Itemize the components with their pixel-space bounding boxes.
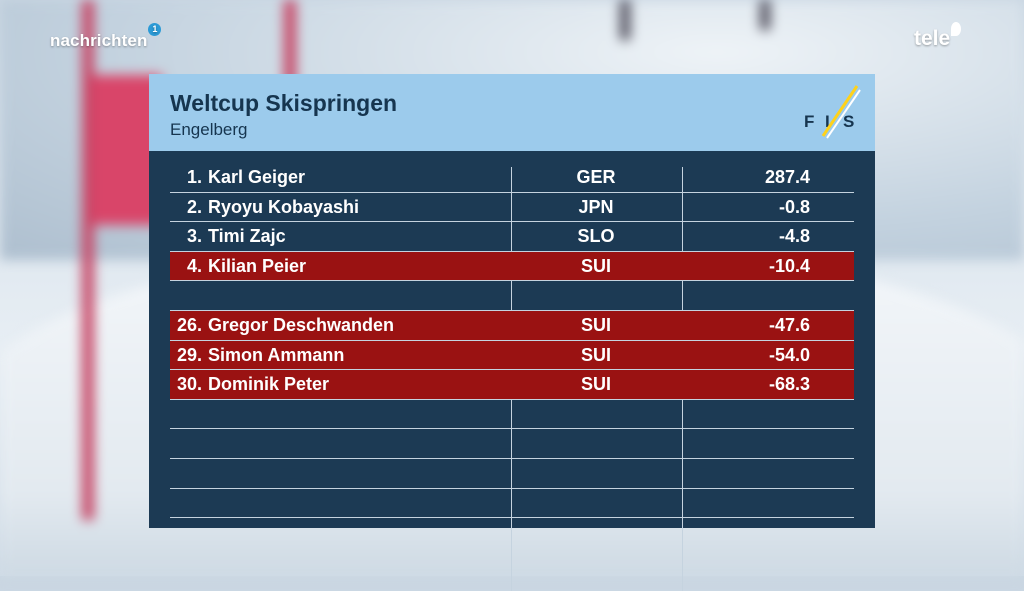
channel-badge: 1 (148, 23, 162, 36)
athlete-name: Simon Ammann (208, 344, 345, 365)
brand-mark-icon (951, 22, 962, 36)
empty-row (170, 281, 854, 311)
athlete-name: Dominik Peter (208, 374, 330, 395)
fis-logo-icon: F I S (804, 85, 861, 139)
empty-row (170, 429, 854, 459)
nation-code: GER (576, 167, 616, 187)
result-row: 26. Gregor Deschwanden SUI -47.6 (170, 310, 854, 341)
result-row: 4. Kilian Peier SUI -10.4 (170, 251, 854, 282)
empty-row (170, 400, 854, 430)
channel-name: nachrichten (50, 31, 148, 50)
nation-code: SLO (577, 226, 615, 247)
panel-header: Weltcup Skispringen Engelberg F I S (149, 74, 875, 151)
rank-label: 26. (176, 314, 202, 335)
score-value: -68.3 (768, 374, 810, 395)
board-title: Weltcup Skispringen (170, 90, 398, 116)
score-value: -4.8 (778, 226, 810, 247)
svg-text:S: S (843, 112, 854, 131)
athlete-name: Kilian Peier (208, 255, 307, 276)
athlete-name: Ryoyu Kobayashi (208, 196, 360, 217)
svg-text:F: F (804, 112, 814, 131)
rank-label: 2. (186, 196, 202, 217)
rank-label: 4. (186, 255, 202, 276)
nation-code: SUI (580, 255, 611, 276)
score-value: -0.8 (778, 196, 810, 217)
results-panel: Weltcup Skispringen Engelberg F I S 1. Ka… (149, 74, 875, 591)
rank-label: 3. (186, 226, 202, 247)
nation-code: SUI (580, 344, 611, 365)
channel-logo: nachrichten1 (50, 23, 162, 51)
nation-code: JPN (578, 196, 614, 217)
nation-code: SUI (580, 374, 611, 395)
empty-row (170, 489, 854, 519)
nation-code: SUI (580, 314, 611, 335)
svg-text:I: I (825, 112, 830, 131)
result-row: 2. Ryoyu Kobayashi JPN -0.8 (170, 193, 854, 223)
result-row: 30. Dominik Peter SUI -68.3 (170, 370, 854, 400)
result-row: 29. Simon Ammann SUI -54.0 (170, 340, 854, 371)
athlete-name: Gregor Deschwanden (208, 314, 395, 335)
rank-label: 30. (176, 374, 202, 395)
result-row: 3. Timi Zajc SLO -4.8 (170, 222, 854, 252)
athlete-name: Timi Zajc (208, 226, 286, 247)
empty-row (170, 459, 854, 489)
board-subtitle: Engelberg (170, 120, 248, 139)
rank-label: 1. (186, 167, 202, 187)
athlete-name: Karl Geiger (208, 167, 306, 187)
score-value: -10.4 (768, 255, 810, 276)
rank-label: 29. (176, 344, 202, 365)
results-table: 1. Karl Geiger GER 287.4 2. Ryoyu Kobayashi JP… (170, 163, 854, 519)
score-value: 287.4 (764, 167, 810, 187)
result-row: 1. Karl Geiger GER 287.4 (170, 163, 854, 193)
score-value: -47.6 (768, 314, 810, 335)
brand-logo: tele (914, 22, 962, 51)
score-value: -54.0 (768, 344, 810, 365)
brand-name: tele (914, 27, 951, 50)
